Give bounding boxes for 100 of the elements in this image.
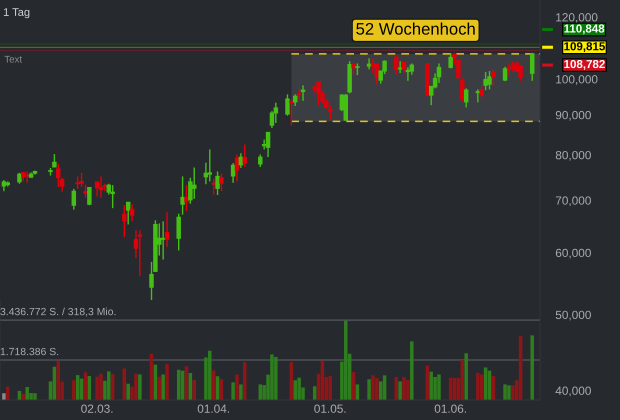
- candlestick: [460, 78, 465, 103]
- candlestick: [300, 84, 306, 102]
- candlestick: [98, 176, 104, 199]
- bar: [180, 370, 184, 400]
- candlestick: [110, 184, 115, 209]
- bar: [492, 376, 496, 400]
- bar: [150, 354, 154, 400]
- candlestick: [370, 58, 376, 74]
- bar: [192, 380, 196, 400]
- candlestick: [483, 71, 488, 91]
- bar: [464, 353, 468, 400]
- bar: [95, 376, 99, 400]
- bar: [518, 336, 522, 400]
- candlestick: [491, 68, 496, 87]
- bar: [184, 366, 188, 400]
- candlestick: [398, 60, 402, 74]
- bar: [437, 374, 441, 400]
- candlestick: [219, 173, 224, 192]
- candlestick: [328, 104, 332, 120]
- y-tick-label: 60,000: [556, 248, 591, 258]
- candlestick: [296, 88, 302, 101]
- bar: [297, 378, 301, 400]
- bar: [402, 376, 406, 400]
- bar: [328, 376, 332, 400]
- text: 1 Tag: [4, 8, 30, 18]
- bar: [488, 370, 492, 400]
- candlestick: [208, 148, 212, 182]
- legend-label: 110,848: [564, 24, 604, 34]
- ref-line-label: 109,815: [564, 42, 605, 52]
- bar: [126, 384, 130, 400]
- bar: [110, 374, 114, 400]
- bar: [231, 382, 235, 400]
- bar: [394, 376, 398, 400]
- candlestick: [479, 84, 484, 100]
- x-tick-label: 02.03.: [81, 404, 112, 413]
- candlestick: [234, 154, 240, 182]
- candlestick: [274, 102, 278, 124]
- bar: [398, 381, 402, 400]
- bar: [476, 372, 480, 400]
- bar: [448, 378, 452, 400]
- candlestick: [518, 64, 523, 82]
- ref-line-label: 3.436.772 S. / 318,3 Mio.: [0, 308, 116, 316]
- candlestick: [258, 154, 263, 168]
- candlestick: [164, 211, 170, 248]
- y-tick-label: 120,000: [556, 13, 598, 23]
- bar: [122, 368, 126, 400]
- bar: [382, 375, 386, 400]
- y-tick-label: 80,000: [556, 150, 591, 161]
- candlestick: [464, 88, 468, 108]
- bar: [99, 374, 103, 400]
- bar: [507, 385, 511, 400]
- candlestick: [176, 212, 181, 252]
- bar: [243, 362, 246, 400]
- candlestick: [316, 80, 321, 106]
- y-tick-label: 100,000: [556, 75, 598, 85]
- candlestick: [138, 230, 142, 277]
- candlestick: [351, 62, 356, 76]
- legend-label: 108,782: [564, 60, 605, 70]
- bar: [320, 360, 324, 400]
- bar: [375, 378, 379, 400]
- candlestick: [215, 170, 220, 196]
- bar: [344, 320, 348, 400]
- bar: [367, 379, 371, 400]
- bar: [530, 335, 534, 400]
- candlestick: [285, 94, 290, 116]
- bar: [208, 350, 212, 400]
- bar: [134, 374, 138, 400]
- bar: [503, 384, 507, 400]
- bar: [406, 380, 410, 400]
- bar: [294, 380, 297, 400]
- bar: [460, 360, 464, 400]
- bar: [410, 341, 414, 400]
- x-tick-label: 01.06.: [434, 404, 466, 413]
- bar: [258, 384, 262, 400]
- bar: [352, 372, 356, 400]
- bar: [235, 374, 239, 400]
- bar: [158, 376, 162, 400]
- bar: [356, 384, 360, 400]
- candlestick: [293, 94, 298, 107]
- bar: [216, 376, 220, 400]
- candlestick: [510, 61, 516, 72]
- bar: [426, 366, 430, 400]
- bar: [371, 375, 375, 400]
- bar: [239, 384, 243, 400]
- candlestick: [192, 166, 196, 200]
- bar: [212, 370, 216, 400]
- y-tick-label: 40,000: [556, 386, 591, 396]
- bar: [484, 367, 488, 400]
- candlestick: [184, 184, 189, 212]
- annotation: Text: [4, 56, 22, 63]
- candlestick: [355, 62, 360, 76]
- bar: [154, 364, 158, 400]
- candlestick: [448, 52, 453, 70]
- bar: [176, 370, 180, 400]
- y-tick-label: 70,000: [556, 196, 591, 206]
- candlestick: [402, 62, 406, 74]
- candlestick: [126, 202, 130, 226]
- candlestick: [242, 144, 247, 168]
- candlestick: [230, 162, 236, 184]
- x-tick-label: 01.04.: [198, 404, 230, 413]
